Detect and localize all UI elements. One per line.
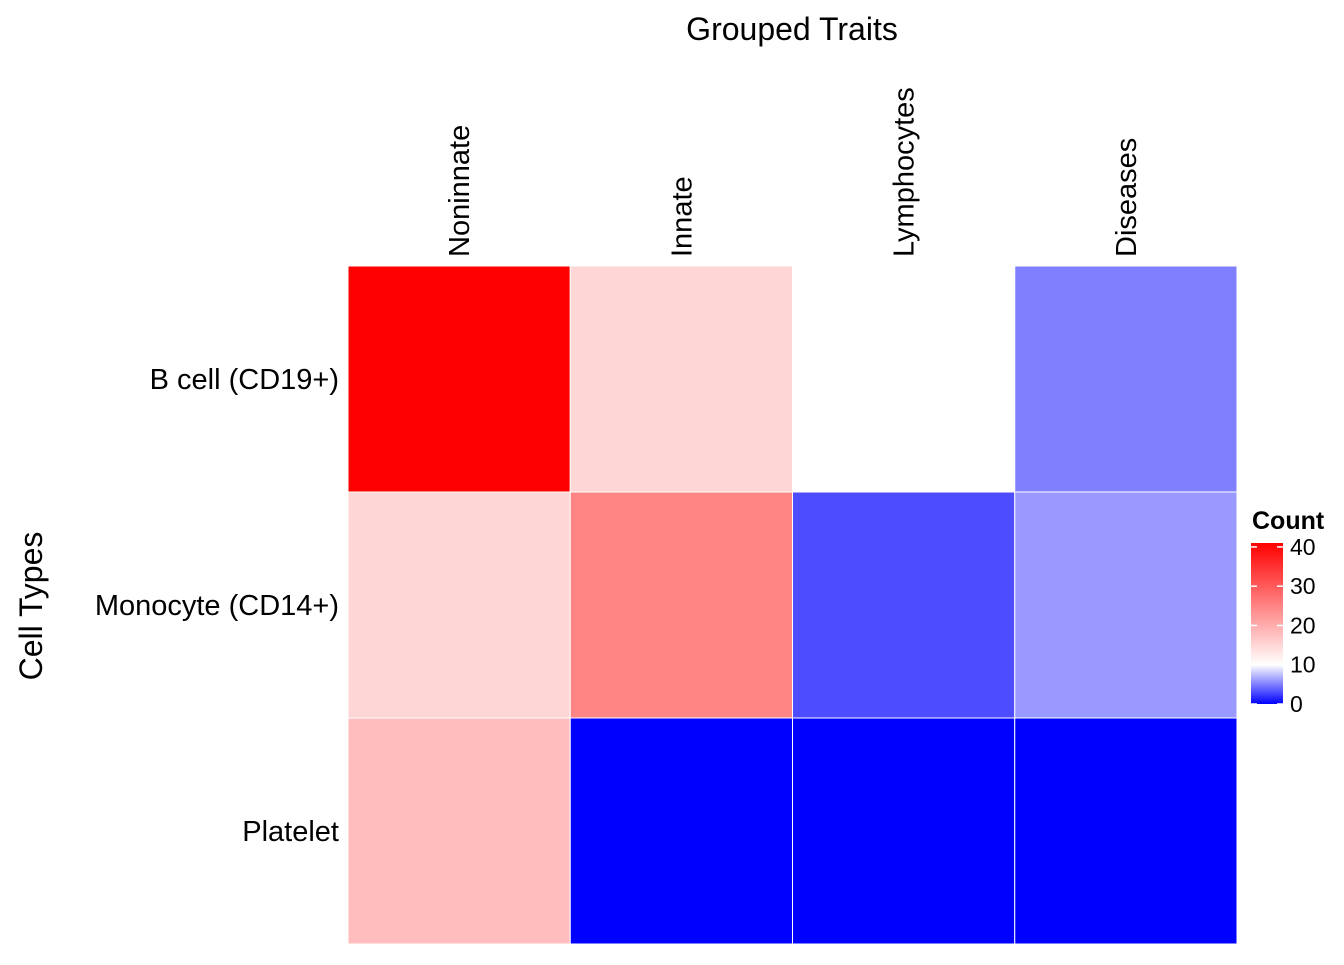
heatmap-cells [347, 265, 1238, 945]
x-tick-label: Diseases [1111, 138, 1143, 257]
legend-title: Count [1252, 507, 1325, 535]
color-legend: Count 0 10 20 30 40 [1251, 507, 1325, 717]
x-tick-label: Lymphocytes [889, 87, 921, 257]
heatmap-cell [569, 265, 793, 493]
x-tick-label: Noninnate [444, 125, 476, 257]
heatmap-cell [1014, 265, 1238, 493]
y-tick-label: Monocyte (CD14+) [95, 590, 339, 622]
x-axis-tick-labels: Noninnate Innate Lymphocytes Diseases [444, 87, 1143, 257]
legend-colorbar [1251, 543, 1283, 704]
y-tick-label: B cell (CD19+) [150, 364, 339, 396]
heatmap-cell [792, 717, 1016, 945]
heatmap-cell [347, 265, 571, 493]
legend-tick-label: 30 [1290, 573, 1316, 599]
y-tick-label: Platelet [242, 816, 339, 848]
x-axis-title: Grouped Traits [686, 11, 898, 47]
heatmap-cell [792, 265, 1016, 493]
legend-tick-label: 20 [1290, 612, 1316, 638]
heatmap-cell [347, 491, 571, 719]
y-axis-tick-labels: B cell (CD19+) Monocyte (CD14+) Platelet [95, 364, 339, 848]
heatmap-cell [347, 717, 571, 945]
heatmap-cell [1014, 491, 1238, 719]
y-axis-title: Cell Types [13, 532, 49, 681]
legend-tick-label: 40 [1290, 534, 1316, 560]
legend-tick-label: 10 [1290, 652, 1316, 678]
legend-tick-label: 0 [1290, 691, 1303, 717]
heatmap-cell [569, 491, 793, 719]
heatmap-cell [569, 717, 793, 945]
heatmap-cell [1014, 717, 1238, 945]
x-tick-label: Innate [666, 176, 698, 257]
heatmap-cell [792, 491, 1016, 719]
